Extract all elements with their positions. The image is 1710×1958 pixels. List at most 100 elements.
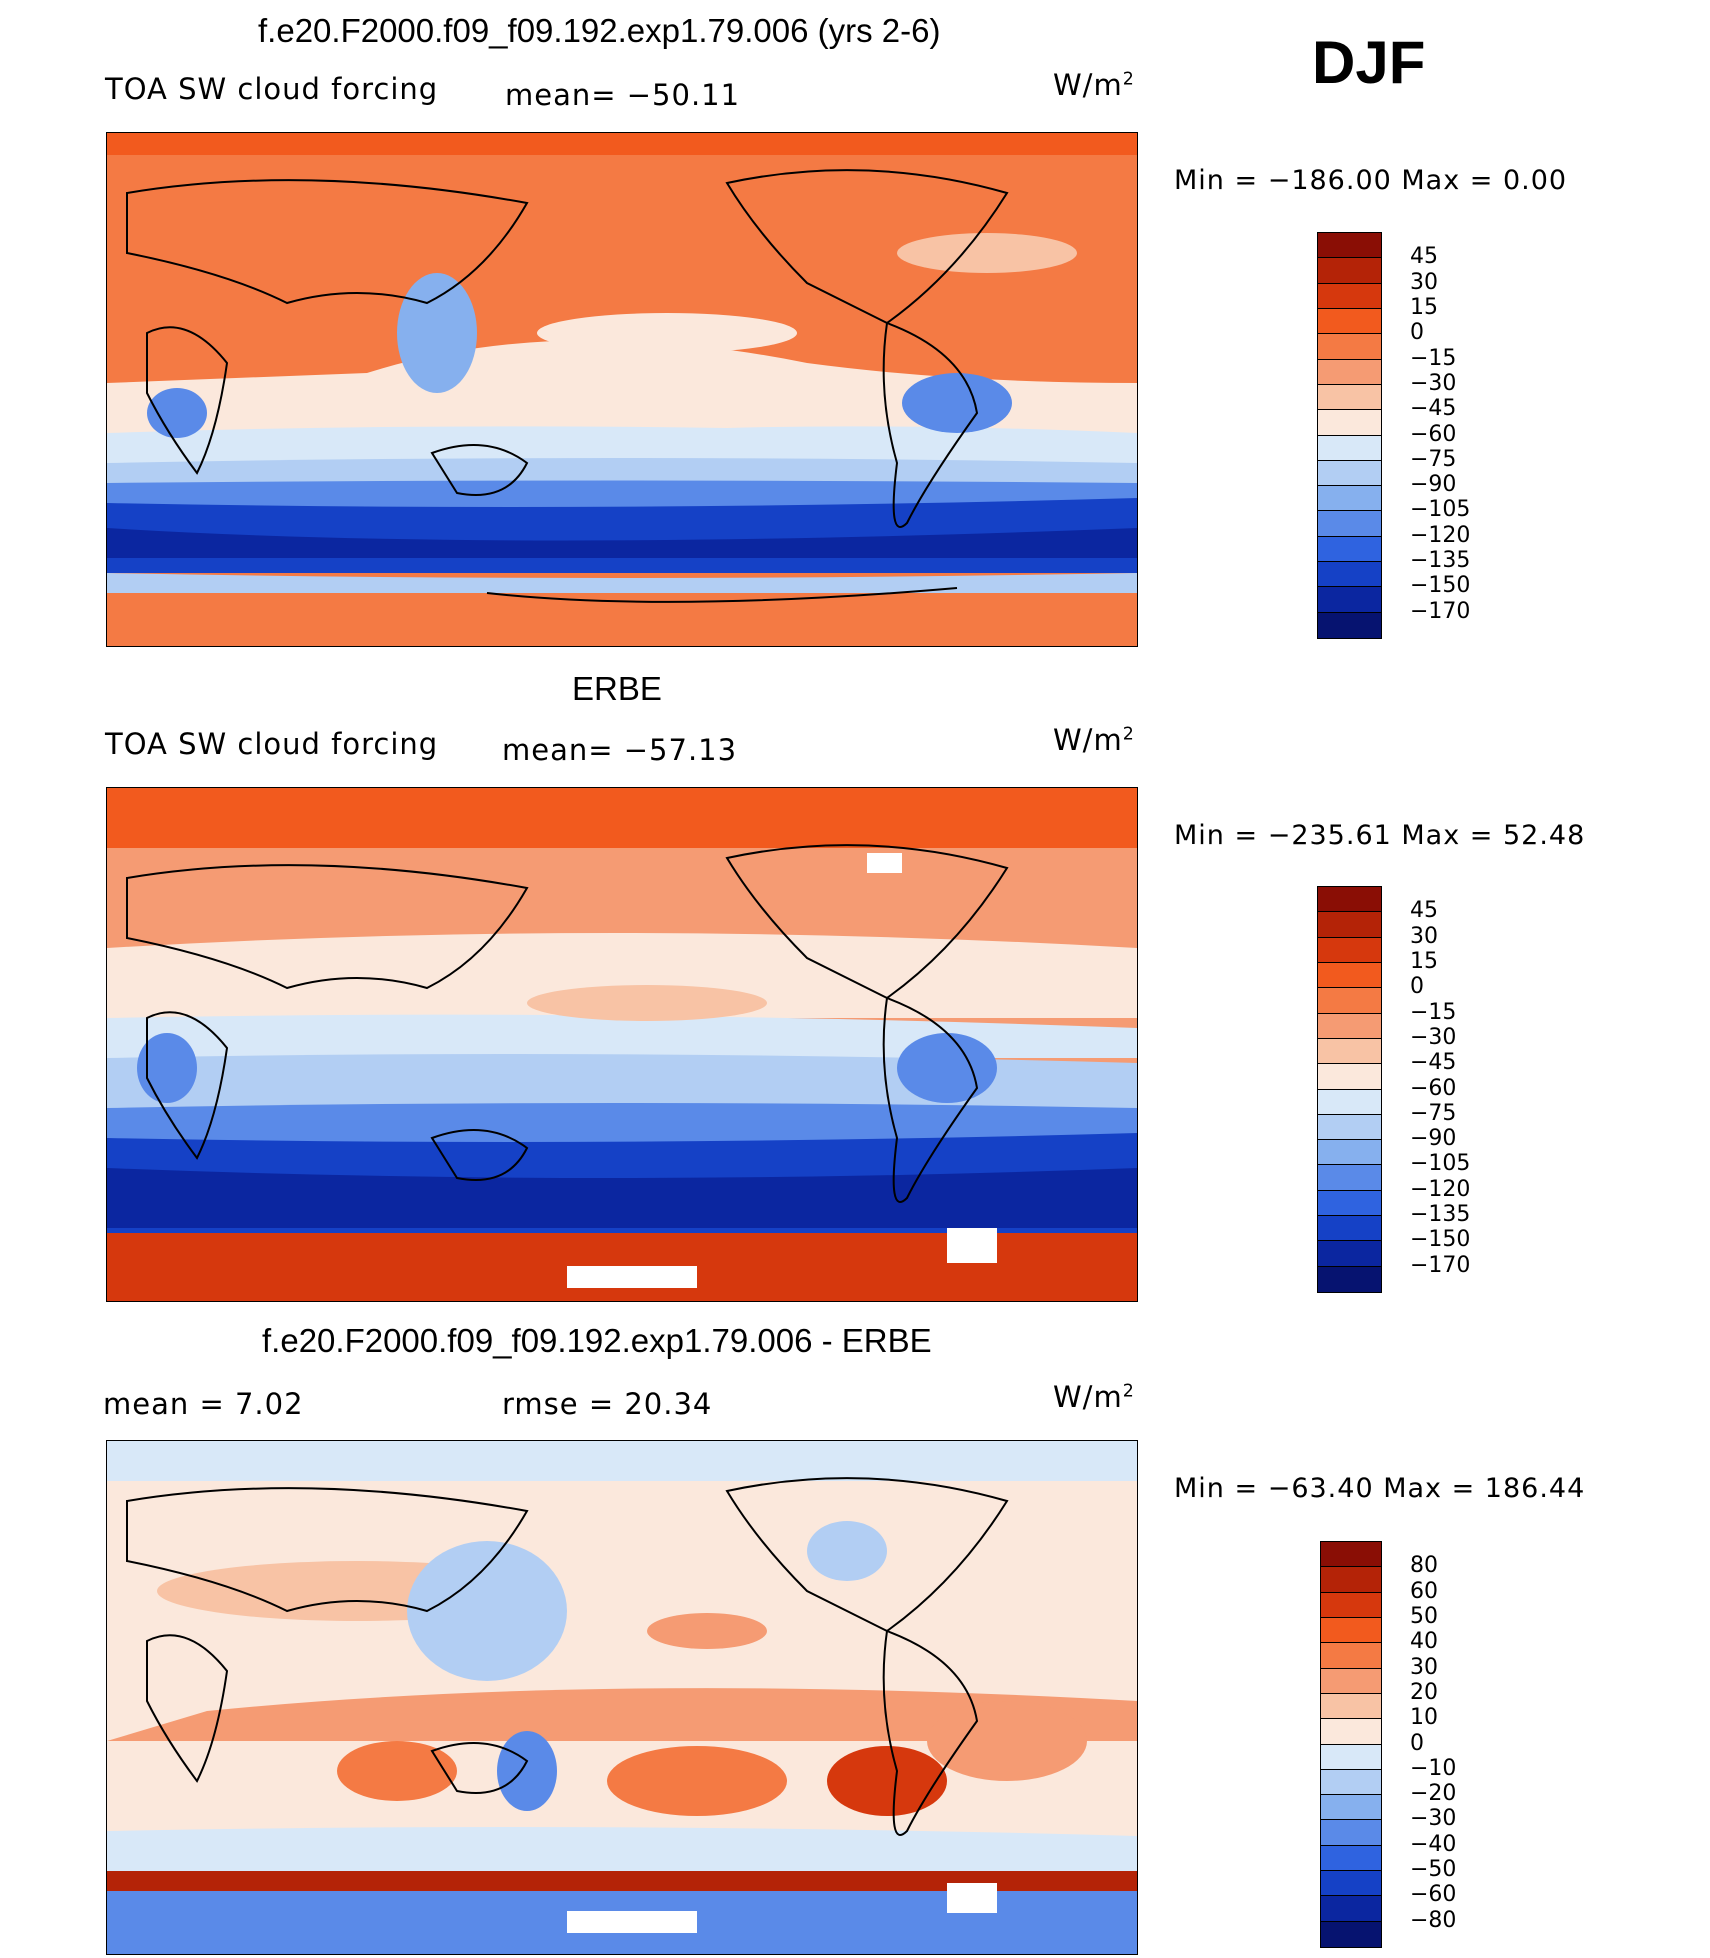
colorbar-swatch [1318, 1038, 1381, 1065]
colorbar-swatch [1321, 1896, 1381, 1922]
colorbar-swatch [1321, 1744, 1381, 1770]
colorbar-swatch [1321, 1542, 1381, 1568]
colorbar-swatch [1318, 962, 1381, 989]
colorbar-swatch [1321, 1921, 1381, 1947]
colorbar-swatch [1318, 233, 1381, 259]
colorbar-swatch [1318, 334, 1381, 360]
colorbar-swatch [1318, 988, 1381, 1014]
panel3-mean: mean = 7.02 [103, 1387, 304, 1421]
colorbar-swatch [1318, 1165, 1381, 1191]
colorbar-swatch [1318, 486, 1381, 512]
colorbar-swatch [1318, 359, 1381, 385]
colorbar-tick-label: −150 [1410, 573, 1471, 599]
colorbar-swatch [1318, 435, 1381, 461]
colorbar-swatch [1318, 1114, 1381, 1141]
colorbar-tick-label: −170 [1410, 598, 1471, 624]
colorbar-tick-label: −80 [1410, 1907, 1457, 1933]
colorbar-swatch [1321, 1820, 1381, 1846]
colorbar-tick-label: −45 [1410, 1050, 1457, 1076]
colorbar-swatch [1318, 1241, 1381, 1267]
colorbar-swatch [1321, 1668, 1381, 1694]
colorbar-swatch [1318, 1190, 1381, 1217]
colorbar-swatch [1318, 887, 1381, 913]
colorbar-tick-label: 15 [1410, 294, 1438, 320]
panel3-colorbar-labels: 80 60 50 40 30 20 10 0 −10 −20 −30 −40 −50 −60 −80 [1410, 1541, 1510, 1946]
colorbar-swatch [1318, 258, 1381, 284]
colorbar-swatch [1318, 937, 1381, 963]
panel3-minmax: Min = −63.40 Max = 186.44 [1174, 1473, 1586, 1504]
colorbar-tick-label: −150 [1410, 1227, 1471, 1253]
colorbar-tick-label: 15 [1410, 948, 1438, 974]
colorbar-swatch [1321, 1567, 1381, 1593]
colorbar-tick-label: 0 [1410, 320, 1424, 346]
colorbar-tick-label: 20 [1410, 1679, 1438, 1705]
colorbar-tick-label: −120 [1410, 522, 1471, 548]
colorbar-tick-label: 10 [1410, 1705, 1438, 1731]
panel2-variable: TOA SW cloud forcing [105, 727, 439, 761]
colorbar-swatch [1318, 460, 1381, 487]
colorbar-tick-label: 40 [1410, 1629, 1438, 1655]
panel1-minmax: Min = −186.00 Max = 0.00 [1174, 165, 1568, 196]
colorbar-tick-label: −10 [1410, 1755, 1457, 1781]
panel1-colorbar [1317, 232, 1382, 639]
colorbar-tick-label: 0 [1410, 1730, 1424, 1756]
colorbar-tick-label: −15 [1410, 999, 1457, 1025]
panel3-units: W/m2 [1053, 1380, 1135, 1414]
colorbar-swatch [1318, 410, 1381, 436]
colorbar-tick-label: −45 [1410, 396, 1457, 422]
colorbar-swatch [1318, 1089, 1381, 1115]
panel1-title: f.e20.F2000.f09_f09.192.exp1.79.006 (yrs… [258, 12, 941, 49]
colorbar-tick-label: 80 [1410, 1553, 1438, 1579]
colorbar-swatch [1318, 384, 1381, 411]
colorbar-tick-label: 45 [1410, 898, 1438, 924]
colorbar-tick-label: 50 [1410, 1603, 1438, 1629]
season-label: DJF [1312, 29, 1426, 96]
colorbar-tick-label: −75 [1410, 1100, 1457, 1126]
colorbar-swatch [1321, 1719, 1381, 1745]
colorbar-swatch [1318, 1216, 1381, 1242]
colorbar-tick-label: −75 [1410, 446, 1457, 472]
colorbar-swatch [1318, 912, 1381, 938]
panel3-map [106, 1440, 1138, 1955]
panel3-title: f.e20.F2000.f09_f09.192.exp1.79.006 - ER… [262, 1322, 932, 1359]
colorbar-tick-label: −30 [1410, 1806, 1457, 1832]
colorbar-tick-label: −105 [1410, 497, 1471, 523]
panel3-colorbar [1320, 1541, 1382, 1948]
colorbar-tick-label: 0 [1410, 974, 1424, 1000]
panel2-map-svg [107, 788, 1137, 1301]
colorbar-swatch [1321, 1643, 1381, 1669]
panel2-colorbar-labels: 45 30 15 0 −15 −30 −45 −60 −75 −90 −105 −120 −135 −15… [1410, 886, 1510, 1291]
panel2-minmax: Min = −235.61 Max = 52.48 [1174, 820, 1586, 851]
colorbar-swatch [1318, 587, 1381, 613]
panel1-map [106, 132, 1138, 647]
colorbar-tick-label: −120 [1410, 1176, 1471, 1202]
colorbar-tick-label: −30 [1410, 1024, 1457, 1050]
colorbar-tick-label: −135 [1410, 548, 1471, 574]
colorbar-swatch [1318, 562, 1381, 588]
panel3-map-svg [107, 1441, 1137, 1954]
colorbar-tick-label: −20 [1410, 1781, 1457, 1807]
colorbar-swatch [1318, 1064, 1381, 1090]
colorbar-tick-label: 30 [1410, 269, 1438, 295]
colorbar-tick-label: −60 [1410, 1075, 1457, 1101]
colorbar-swatch [1321, 1617, 1381, 1644]
colorbar-tick-label: −40 [1410, 1831, 1457, 1857]
panel2-map [106, 787, 1138, 1302]
colorbar-tick-label: 60 [1410, 1578, 1438, 1604]
panel1-map-svg [107, 133, 1137, 646]
colorbar-swatch [1318, 1140, 1381, 1166]
colorbar-swatch [1318, 283, 1381, 309]
panel2-title: ERBE [572, 670, 662, 707]
colorbar-swatch [1318, 308, 1381, 335]
panel2-units: W/m2 [1053, 723, 1135, 757]
colorbar-swatch [1321, 1693, 1381, 1720]
colorbar-swatch [1318, 1266, 1381, 1292]
panel1-colorbar-labels: 45 30 15 0 −15 −30 −45 −60 −75 −90 −105 −120 −135 −15… [1410, 232, 1510, 637]
panel2-mean: mean= −57.13 [502, 733, 738, 767]
colorbar-swatch [1318, 1013, 1381, 1039]
colorbar-tick-label: −90 [1410, 472, 1457, 498]
panel2-colorbar [1317, 886, 1382, 1293]
colorbar-swatch [1321, 1871, 1381, 1897]
colorbar-swatch [1318, 536, 1381, 563]
colorbar-tick-label: 45 [1410, 244, 1438, 270]
